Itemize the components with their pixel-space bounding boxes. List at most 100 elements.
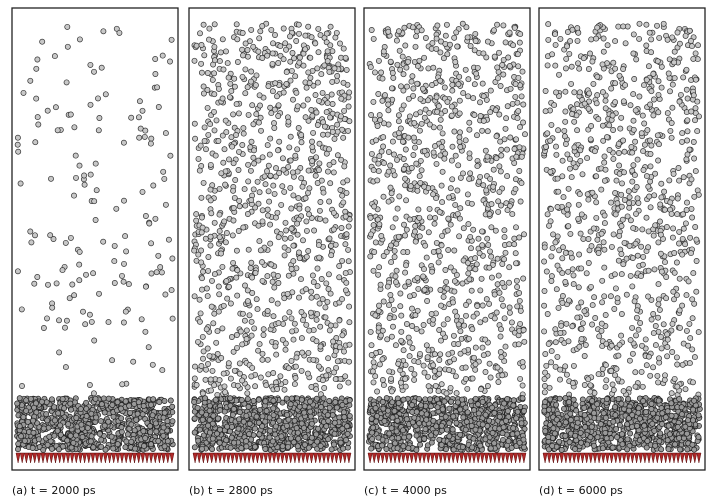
particle (518, 376, 523, 381)
particle (511, 403, 516, 408)
particle (566, 186, 571, 191)
particle (237, 410, 242, 415)
particle (310, 158, 315, 163)
particle (498, 327, 503, 332)
particle (154, 429, 159, 434)
particle (342, 164, 347, 169)
particle (474, 133, 479, 138)
particle (521, 445, 526, 450)
particle (473, 362, 478, 367)
particle (324, 281, 329, 286)
particle (136, 115, 141, 120)
particle (463, 67, 468, 72)
particle (249, 437, 254, 442)
particle (401, 222, 406, 227)
particle (148, 402, 153, 407)
particle (514, 278, 519, 283)
particle (417, 174, 422, 179)
particle (425, 355, 430, 360)
particle (224, 438, 229, 443)
particle (581, 236, 586, 241)
particle (611, 127, 616, 132)
particle (228, 81, 233, 86)
particle (638, 320, 643, 325)
particle (223, 118, 228, 123)
particle (369, 343, 374, 348)
particle (197, 31, 202, 36)
particle (288, 235, 293, 240)
particle (395, 418, 400, 423)
particle (392, 441, 397, 446)
particle (495, 76, 500, 81)
particle (300, 184, 305, 189)
particle (677, 229, 682, 234)
particle (427, 397, 432, 402)
particle (282, 296, 287, 301)
particle (48, 176, 53, 181)
particle (457, 234, 462, 239)
particle (156, 104, 161, 109)
particle (386, 102, 391, 107)
particle (392, 173, 397, 178)
particle (205, 70, 210, 75)
particle (271, 413, 276, 418)
particle (149, 136, 154, 141)
particle (219, 171, 224, 176)
particle (99, 402, 104, 407)
particle (290, 329, 295, 334)
particle (241, 225, 246, 230)
particle (613, 100, 618, 105)
particle (456, 322, 461, 327)
particle (431, 192, 436, 197)
particle (242, 283, 247, 288)
panel: (a) t = 2000 ps (12, 8, 178, 497)
particle (240, 53, 245, 58)
particle (208, 234, 213, 239)
particle (693, 224, 698, 229)
particle (161, 415, 166, 420)
particle (628, 103, 633, 108)
particle (313, 92, 318, 97)
particle (112, 280, 117, 285)
particle (207, 403, 212, 408)
particle (417, 58, 422, 63)
particle (414, 447, 419, 452)
particle (18, 181, 23, 186)
particle (64, 80, 69, 85)
particle (422, 55, 427, 60)
particle (208, 122, 213, 127)
particle (443, 41, 448, 46)
particle (457, 98, 462, 103)
particle (256, 201, 261, 206)
particle (630, 284, 635, 289)
particle (147, 221, 152, 226)
particle (19, 434, 24, 439)
particle (422, 287, 427, 292)
particle (77, 249, 82, 254)
particle (269, 111, 274, 116)
particle (204, 327, 209, 332)
particle (452, 248, 457, 253)
particle (255, 179, 260, 184)
particle (421, 363, 426, 368)
particle (65, 44, 70, 49)
particle (139, 317, 144, 322)
particle (303, 47, 308, 52)
particle (432, 221, 437, 226)
particle (251, 155, 256, 160)
particle (516, 109, 521, 114)
caption: (b) t = 2800 ps (189, 484, 273, 497)
particle (418, 97, 423, 102)
particle (232, 76, 237, 81)
particle (123, 399, 128, 404)
particle (318, 324, 323, 329)
particle (54, 281, 59, 286)
particle (453, 374, 458, 379)
particle (369, 416, 374, 421)
particle (148, 424, 153, 429)
particle (207, 353, 212, 358)
particle (160, 53, 165, 58)
particle (662, 189, 667, 194)
particle (376, 325, 381, 330)
particle (66, 422, 71, 427)
